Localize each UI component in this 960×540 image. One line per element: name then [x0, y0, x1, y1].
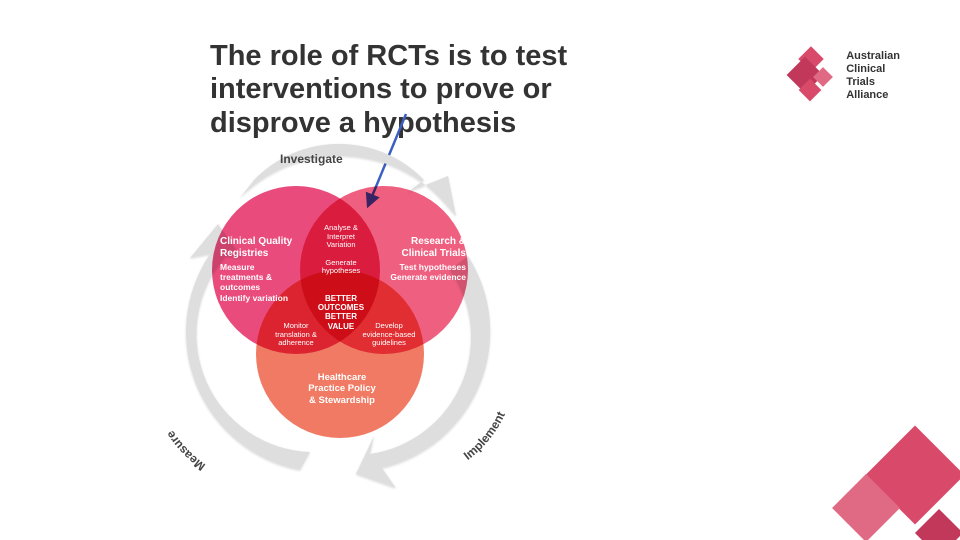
svg-text:Implement: Implement [461, 409, 508, 462]
logo-text: Australian Clinical Trials Alliance [846, 50, 900, 103]
cycle-label-top: Investigate [280, 152, 343, 166]
brand-logo: Australian Clinical Trials Alliance [788, 48, 900, 104]
venn-left-text: Clinical Quality Registries Measure trea… [220, 236, 300, 303]
venn-overlap-top: Analyse & Interpret Variation Generate h… [312, 224, 370, 276]
venn-overlap-right: Develop evidence-based guidelines [360, 322, 418, 348]
venn-bottom-text: Healthcare Practice Policy & Stewardship [306, 372, 378, 408]
venn-diagram: Clinical Quality Registries Measure trea… [212, 180, 468, 436]
cycle-diagram: Investigate Implement Measure Clinical Q… [150, 136, 530, 516]
venn-right-text: Research & Clinical Trials Test hypothes… [384, 236, 466, 282]
venn-overlap-left: Monitor translation & adherence [268, 322, 324, 348]
svg-text:Measure: Measure [163, 428, 208, 474]
corner-decoration [780, 430, 960, 540]
logo-mark-icon [788, 48, 836, 104]
